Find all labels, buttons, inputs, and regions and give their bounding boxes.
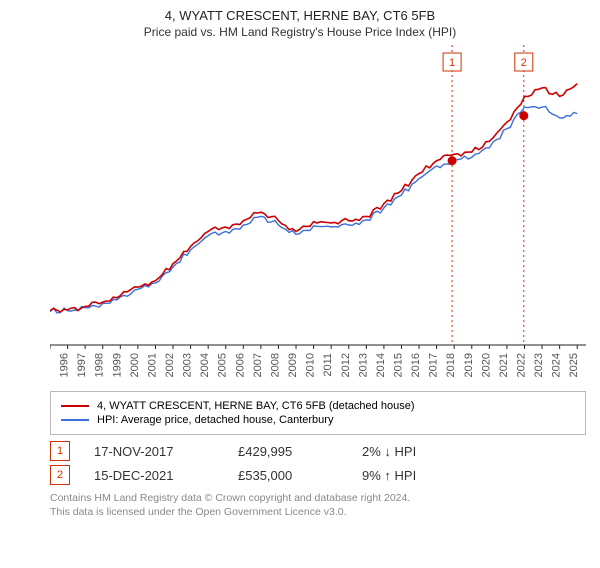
svg-text:2008: 2008	[269, 353, 281, 377]
svg-text:1: 1	[449, 57, 455, 69]
legend-label: HPI: Average price, detached house, Cant…	[97, 414, 333, 426]
chart-svg: £0£100K£200K£300K£400K£500K£600K£700K199…	[50, 45, 586, 385]
attribution-line: This data is licensed under the Open Gov…	[50, 505, 586, 519]
svg-text:2015: 2015	[392, 353, 404, 377]
legend: 4, WYATT CRESCENT, HERNE BAY, CT6 5FB (d…	[50, 391, 586, 435]
svg-text:2017: 2017	[428, 353, 440, 377]
svg-text:1998: 1998	[94, 353, 106, 377]
svg-text:2022: 2022	[515, 353, 527, 377]
sale-price: £429,995	[238, 444, 338, 459]
attribution-line: Contains HM Land Registry data © Crown c…	[50, 491, 586, 505]
chart: £0£100K£200K£300K£400K£500K£600K£700K199…	[50, 45, 586, 385]
legend-row: HPI: Average price, detached house, Cant…	[61, 414, 575, 426]
svg-text:2001: 2001	[146, 353, 158, 377]
legend-swatch	[61, 419, 89, 421]
attribution: Contains HM Land Registry data © Crown c…	[50, 491, 586, 519]
svg-text:2021: 2021	[498, 353, 510, 377]
svg-text:2010: 2010	[305, 353, 317, 377]
sale-marker-badge: 2	[50, 465, 70, 485]
sale-row: 1 17-NOV-2017 £429,995 2% ↓ HPI	[50, 441, 586, 461]
svg-text:2003: 2003	[182, 353, 194, 377]
svg-text:2011: 2011	[322, 353, 334, 377]
svg-text:2000: 2000	[129, 353, 141, 377]
svg-text:2013: 2013	[357, 353, 369, 377]
svg-text:2024: 2024	[551, 353, 563, 377]
sale-row: 2 15-DEC-2021 £535,000 9% ↑ HPI	[50, 465, 586, 485]
svg-text:2016: 2016	[410, 353, 422, 377]
svg-text:2005: 2005	[217, 353, 229, 377]
svg-text:2002: 2002	[164, 353, 176, 377]
svg-text:2012: 2012	[340, 353, 352, 377]
svg-text:2004: 2004	[199, 353, 211, 377]
svg-text:2007: 2007	[252, 353, 264, 377]
sale-date: 15-DEC-2021	[94, 468, 214, 483]
svg-text:2009: 2009	[287, 353, 299, 377]
svg-text:1997: 1997	[76, 353, 88, 377]
legend-row: 4, WYATT CRESCENT, HERNE BAY, CT6 5FB (d…	[61, 400, 575, 412]
page-title: 4, WYATT CRESCENT, HERNE BAY, CT6 5FB	[0, 8, 600, 23]
svg-text:2020: 2020	[480, 353, 492, 377]
sale-date: 17-NOV-2017	[94, 444, 214, 459]
sale-marker-badge: 1	[50, 441, 70, 461]
legend-label: 4, WYATT CRESCENT, HERNE BAY, CT6 5FB (d…	[97, 400, 414, 412]
svg-text:1996: 1996	[59, 353, 71, 377]
svg-text:1999: 1999	[111, 353, 123, 377]
svg-text:2006: 2006	[234, 353, 246, 377]
sale-delta: 2% ↓ HPI	[362, 444, 416, 459]
svg-text:2025: 2025	[568, 353, 580, 377]
legend-swatch	[61, 405, 89, 407]
sales-table: 1 17-NOV-2017 £429,995 2% ↓ HPI 2 15-DEC…	[50, 441, 586, 485]
svg-text:2014: 2014	[375, 353, 387, 377]
svg-text:2018: 2018	[445, 353, 457, 377]
sale-delta: 9% ↑ HPI	[362, 468, 416, 483]
sale-price: £535,000	[238, 468, 338, 483]
svg-text:2019: 2019	[463, 353, 475, 377]
svg-text:1995: 1995	[50, 353, 53, 377]
svg-text:2: 2	[521, 57, 527, 69]
page-subtitle: Price paid vs. HM Land Registry's House …	[0, 25, 600, 39]
svg-text:2023: 2023	[533, 353, 545, 377]
